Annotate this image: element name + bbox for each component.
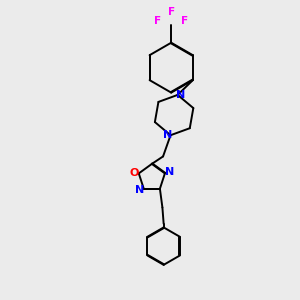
Text: O: O (130, 168, 139, 178)
Text: N: N (165, 167, 174, 177)
Text: N: N (135, 185, 144, 195)
Text: N: N (163, 130, 172, 140)
Text: N: N (176, 90, 185, 100)
Text: F: F (154, 16, 161, 26)
Text: F: F (168, 7, 175, 17)
Text: F: F (181, 16, 188, 26)
